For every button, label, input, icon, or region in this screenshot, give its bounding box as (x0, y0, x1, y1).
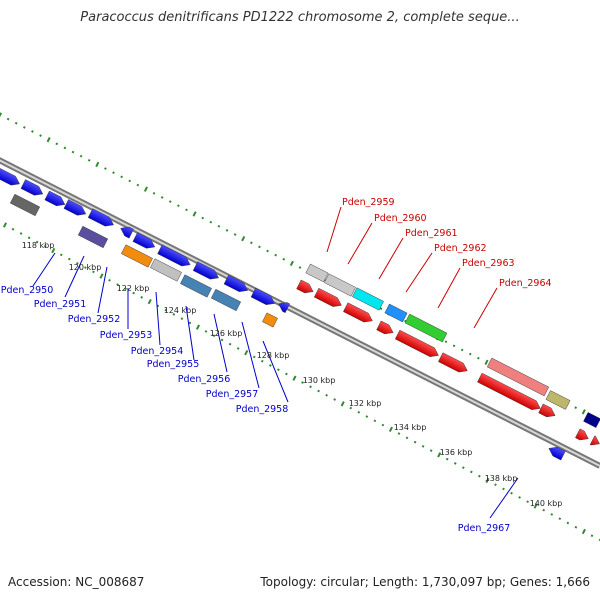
label-pden-2963: Pden_2963 (462, 258, 515, 269)
label-pden-2956-line (213, 313, 228, 373)
gene-features (0, 167, 600, 461)
label-pden-2952-line (97, 266, 108, 314)
gene-blue-11 (250, 287, 276, 305)
gene-red-9 (575, 428, 589, 441)
label-pden-2956: Pden_2956 (178, 374, 231, 385)
label-pden-2950-line (32, 252, 56, 287)
label-pden-2967-line (489, 477, 519, 519)
gene-cyan (352, 287, 384, 311)
gene-blue-10 (223, 274, 249, 292)
gene-blue-13 (548, 446, 566, 461)
gene-red-4 (376, 320, 394, 335)
label-pden-2952: Pden_2952 (68, 314, 121, 325)
label-pden-2967: Pden_2967 (458, 523, 511, 534)
gene-red-2 (313, 287, 342, 307)
label-pden-2951: Pden_2951 (34, 299, 87, 310)
label-pden-2960: Pden_2960 (374, 213, 427, 224)
label-pden-2957: Pden_2957 (206, 389, 259, 400)
gene-red-10 (589, 435, 600, 446)
label-pden-2954: Pden_2954 (131, 346, 184, 357)
dotted-tracks (0, 112, 600, 542)
gene-red-3 (343, 302, 373, 323)
gene-orange (121, 244, 153, 268)
gene-blue-6 (120, 226, 134, 239)
accession-text: Accession: NC_008687 (8, 575, 145, 589)
tick-label: 134 kbp (394, 423, 427, 432)
tick-label: 118 kbp (22, 241, 55, 250)
gene-navy (583, 412, 600, 428)
label-pden-2959: Pden_2959 (342, 197, 395, 208)
label-pden-2950: Pden_2950 (1, 285, 54, 296)
gene-gray-light (150, 258, 182, 282)
gene-blue-8 (157, 244, 191, 267)
label-pden-2962: Pden_2962 (434, 243, 487, 254)
gene-gray-dark (9, 193, 41, 217)
label-pden-2960-line (347, 222, 373, 265)
label-pden-2961: Pden_2961 (405, 228, 458, 239)
tick-label: 136 kbp (440, 448, 473, 457)
gene-blue-7 (132, 232, 156, 249)
gene-red-5 (394, 329, 439, 357)
label-pden-2951-line (64, 255, 85, 298)
label-pden-2958: Pden_2958 (236, 404, 289, 415)
gene-blue-5 (87, 208, 114, 227)
tick-label: 120 kbp (69, 263, 102, 272)
gene-callouts: Pden_2959 Pden_2960 Pden_2961 Pden_2962 Pden… (1, 197, 552, 534)
gene-dodgerblue (384, 303, 408, 323)
gene-red-1 (296, 279, 314, 294)
gene-blue-4 (63, 199, 87, 216)
gene-orange-small (262, 312, 278, 328)
gene-green (404, 313, 448, 343)
inner-dotted-track (2, 222, 600, 542)
tick-label: 138 kbp (485, 474, 518, 483)
label-pden-2962-line (405, 252, 433, 293)
label-pden-2953: Pden_2953 (100, 330, 153, 341)
label-pden-2955-line (185, 305, 195, 361)
tick-label: 140 kbp (530, 499, 563, 508)
topology-info-text: Topology: circular; Length: 1,730,097 bp… (260, 575, 590, 589)
gene-steelblue-1 (180, 274, 212, 298)
gene-gray-b (324, 273, 356, 297)
gene-steelblue-2 (210, 288, 242, 312)
gene-red-6 (438, 352, 468, 373)
map-title: Paracoccus denitrificans PD1222 chromoso… (80, 10, 520, 25)
tick-label: 128 kbp (257, 351, 290, 360)
tick-label: 132 kbp (349, 399, 382, 408)
label-pden-2958-line (262, 340, 289, 403)
tick-label: 130 kbp (303, 376, 336, 385)
backbone (0, 157, 600, 469)
label-pden-2964: Pden_2964 (499, 278, 552, 289)
gene-gray-a (305, 263, 329, 283)
gene-blue-3 (44, 190, 66, 207)
label-pden-2961-line (378, 237, 404, 280)
gene-blue-12 (278, 302, 290, 313)
scale-ticks: 118 kbp 120 kbp 122 kbp 124 kbp 126 kbp 128 k… (22, 241, 563, 508)
gene-blue-9 (192, 261, 219, 280)
label-pden-2959-line (326, 206, 342, 253)
label-pden-2963-line (437, 267, 461, 309)
label-pden-2955: Pden_2955 (147, 359, 200, 370)
gene-khaki (545, 390, 571, 410)
gene-red-7 (477, 372, 541, 410)
gene-red-8 (538, 403, 556, 418)
label-pden-2957-line (241, 321, 260, 389)
gene-blue-1 (0, 167, 20, 186)
gene-blue-2 (20, 179, 44, 196)
gene-purple (77, 225, 109, 249)
tick-label: 126 kbp (210, 329, 243, 338)
label-pden-2954-line (155, 291, 161, 346)
tick-label: 124 kbp (164, 306, 197, 315)
tick-label: 122 kbp (117, 284, 150, 293)
gene-salmon (486, 357, 550, 397)
label-pden-2964-line (473, 287, 498, 329)
